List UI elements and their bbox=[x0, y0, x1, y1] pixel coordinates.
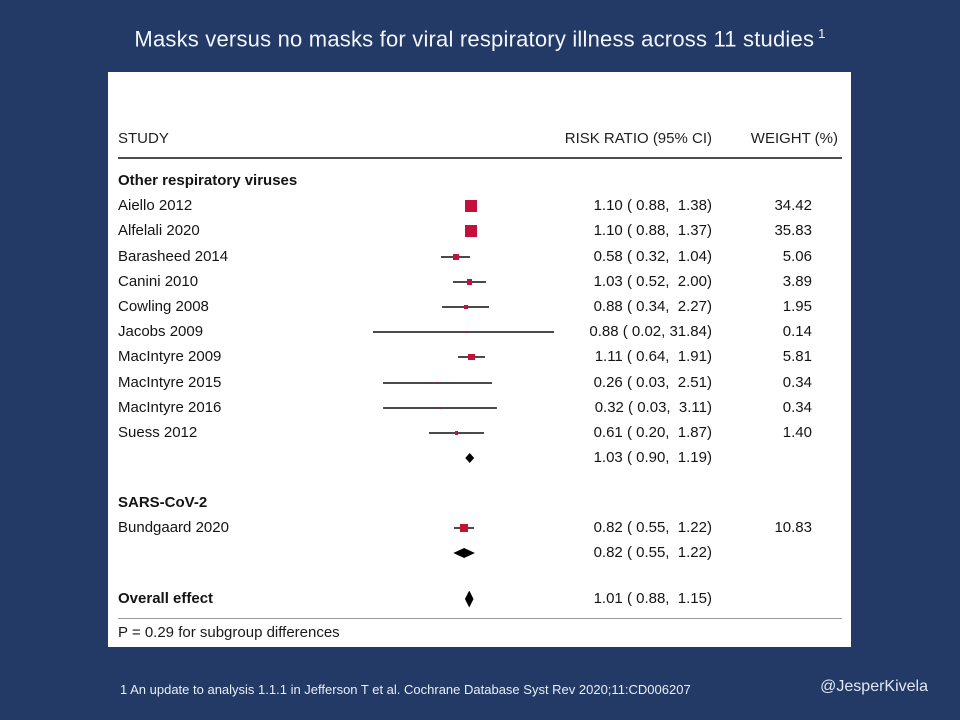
forest-plot-panel: STUDY RISK RATIO (95% CI) WEIGHT (%) Oth… bbox=[108, 72, 851, 647]
study-label: Jacobs 2009 bbox=[118, 323, 204, 340]
header-rule bbox=[118, 157, 842, 159]
forest-row-overall: Overall effect 1.01 ( 0.88, 1.15) bbox=[108, 587, 851, 611]
risk-ratio-value: 1.01 ( 0.88, 1.15) bbox=[593, 590, 712, 607]
forest-row-group: SARS-CoV-2 bbox=[108, 491, 851, 515]
effect-marker bbox=[455, 431, 459, 435]
risk-ratio-value: 1.03 ( 0.52, 2.00) bbox=[593, 273, 712, 290]
study-label: Cowling 2008 bbox=[118, 298, 209, 315]
forest-row-study: Barasheed 2014 0.58 ( 0.32, 1.04) 5.06 bbox=[108, 245, 851, 269]
effect-marker bbox=[464, 331, 467, 333]
effect-marker bbox=[464, 305, 468, 309]
risk-ratio-value: 1.10 ( 0.88, 1.37) bbox=[593, 222, 712, 239]
forest-row-study: Suess 2012 0.61 ( 0.20, 1.87) 1.40 bbox=[108, 421, 851, 445]
study-label: Suess 2012 bbox=[118, 424, 198, 441]
effect-marker bbox=[434, 382, 437, 384]
weight-value: 1.95 bbox=[782, 298, 812, 315]
study-label: MacIntyre 2016 bbox=[118, 399, 222, 416]
forest-row-subtotal: 1.03 ( 0.90, 1.19) bbox=[108, 446, 851, 470]
weight-value: 0.34 bbox=[782, 399, 812, 416]
risk-ratio-value: 1.10 ( 0.88, 1.38) bbox=[593, 197, 712, 214]
forest-row-group: Other respiratory viruses bbox=[108, 169, 851, 193]
effect-marker bbox=[439, 407, 442, 409]
risk-ratio-value: 0.82 ( 0.55, 1.22) bbox=[593, 519, 712, 536]
p-value-note: P = 0.29 for subgroup differences bbox=[118, 624, 340, 641]
risk-ratio-value: 0.88 ( 0.34, 2.27) bbox=[593, 298, 712, 315]
weight-value: 10.83 bbox=[774, 519, 812, 536]
risk-ratio-value: 0.61 ( 0.20, 1.87) bbox=[593, 424, 712, 441]
risk-ratio-value: 0.58 ( 0.32, 1.04) bbox=[593, 248, 712, 265]
risk-ratio-value: 0.82 ( 0.55, 1.22) bbox=[593, 544, 712, 561]
weight-value: 5.06 bbox=[782, 248, 812, 265]
section-label: Overall effect bbox=[118, 590, 214, 607]
summary-diamond bbox=[464, 590, 474, 608]
study-label: MacIntyre 2009 bbox=[118, 348, 222, 365]
weight-value: 3.89 bbox=[782, 273, 812, 290]
section-label: SARS-CoV-2 bbox=[118, 494, 208, 511]
column-header-weight: WEIGHT (%) bbox=[750, 130, 838, 147]
weight-value: 5.81 bbox=[782, 348, 812, 365]
study-label: Canini 2010 bbox=[118, 273, 199, 290]
forest-row-study: Bundgaard 2020 0.82 ( 0.55, 1.22) 10.83 bbox=[108, 516, 851, 540]
forest-row-study: Canini 2010 1.03 ( 0.52, 2.00) 3.89 bbox=[108, 270, 851, 294]
effect-marker bbox=[459, 523, 469, 533]
effect-marker bbox=[465, 225, 478, 237]
study-label: Alfelali 2020 bbox=[118, 222, 200, 239]
weight-value: 0.14 bbox=[782, 323, 812, 340]
credit-handle: @JesperKivela bbox=[820, 678, 928, 695]
subgroup-rule bbox=[118, 618, 842, 619]
forest-row-study: MacIntyre 2009 1.11 ( 0.64, 1.91) 5.81 bbox=[108, 345, 851, 369]
forest-row-study: Cowling 2008 0.88 ( 0.34, 2.27) 1.95 bbox=[108, 295, 851, 319]
column-header-study: STUDY bbox=[118, 130, 169, 147]
effect-marker bbox=[452, 254, 459, 260]
weight-value: 35.83 bbox=[774, 222, 812, 239]
weight-value: 34.42 bbox=[774, 197, 812, 214]
weight-value: 0.34 bbox=[782, 374, 812, 391]
title-superscript: 1 bbox=[818, 26, 826, 41]
effect-marker bbox=[467, 279, 473, 285]
study-label: Bundgaard 2020 bbox=[118, 519, 229, 536]
risk-ratio-value: 1.03 ( 0.90, 1.19) bbox=[593, 449, 712, 466]
risk-ratio-value: 0.26 ( 0.03, 2.51) bbox=[593, 374, 712, 391]
page-title-text: Masks versus no masks for viral respirat… bbox=[134, 26, 815, 52]
study-label: MacIntyre 2015 bbox=[118, 374, 222, 391]
forest-row-subtotal: 0.82 ( 0.55, 1.22) bbox=[108, 541, 851, 565]
ci-line bbox=[382, 382, 492, 384]
risk-ratio-value: 0.88 ( 0.02, 31.84) bbox=[589, 323, 712, 340]
summary-diamond bbox=[453, 548, 475, 558]
weight-value: 1.40 bbox=[782, 424, 812, 441]
column-header-risk-ratio: RISK RATIO (95% CI) bbox=[564, 130, 712, 147]
summary-diamond bbox=[465, 453, 475, 463]
page-title: Masks versus no masks for viral respirat… bbox=[0, 26, 960, 52]
effect-marker bbox=[465, 200, 478, 212]
ci-line bbox=[372, 331, 555, 333]
study-label: Barasheed 2014 bbox=[118, 248, 229, 265]
ci-line bbox=[382, 407, 497, 409]
footnote: 1 An update to analysis 1.1.1 in Jeffers… bbox=[120, 682, 691, 697]
risk-ratio-value: 1.11 ( 0.64, 1.91) bbox=[594, 348, 712, 365]
forest-row-study: Alfelali 2020 1.10 ( 0.88, 1.37) 35.83 bbox=[108, 219, 851, 243]
risk-ratio-value: 0.32 ( 0.03, 3.11) bbox=[594, 399, 712, 416]
section-label: Other respiratory viruses bbox=[118, 172, 298, 189]
forest-row-study: Aiello 2012 1.10 ( 0.88, 1.38) 34.42 bbox=[108, 194, 851, 218]
forest-row-study: Jacobs 2009 0.88 ( 0.02, 31.84) 0.14 bbox=[108, 320, 851, 344]
effect-marker bbox=[468, 353, 475, 361]
study-label: Aiello 2012 bbox=[118, 197, 193, 214]
forest-row-study: MacIntyre 2016 0.32 ( 0.03, 3.11) 0.34 bbox=[108, 396, 851, 420]
forest-row-study: MacIntyre 2015 0.26 ( 0.03, 2.51) 0.34 bbox=[108, 371, 851, 395]
